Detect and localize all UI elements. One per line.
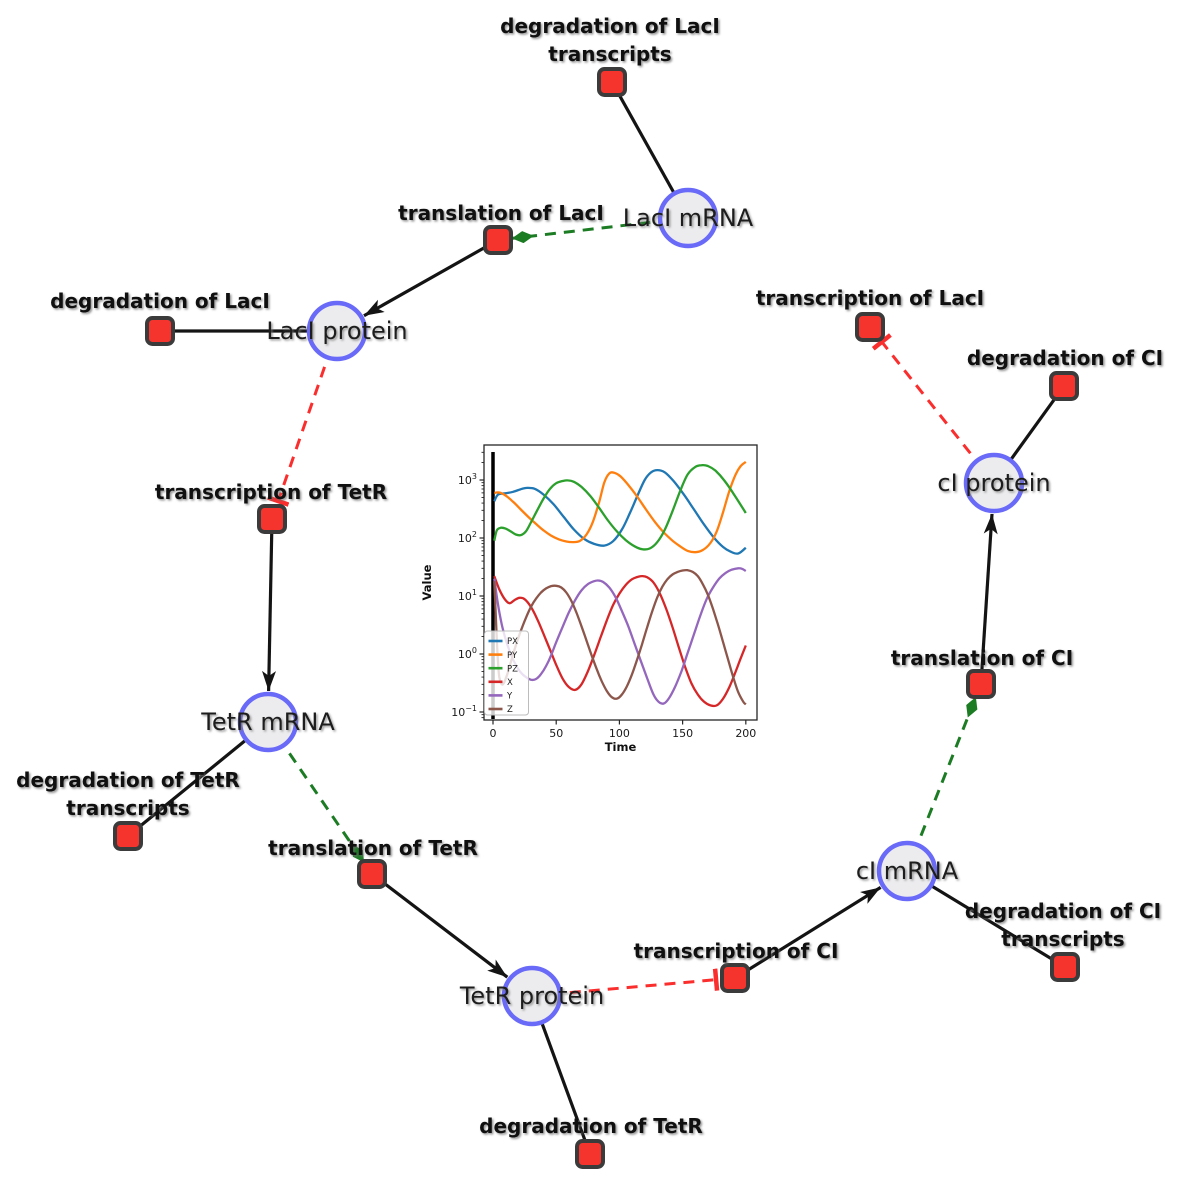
species-node-laci_mrna[interactable]	[657, 187, 719, 249]
inset-timecourse-chart: 0 50 100 150 20010−1100101102103TimeValuePXP…	[420, 444, 758, 754]
edge-product-transc_ci-ci_mrna	[734, 886, 882, 980]
edge-product-transl_ci-ci_protein	[979, 513, 998, 685]
chart-series-PY	[494, 460, 747, 554]
chart-y-tick-label: 103	[458, 472, 477, 487]
chart-x-tick-label: 200	[735, 727, 756, 740]
reaction-node-deg_laci[interactable]	[145, 316, 175, 346]
edge-product-transc_tetr-tetr_mrna	[262, 518, 277, 692]
chart-axes-box	[483, 444, 758, 721]
edge-modifier-ci_mrna-transl_ci	[905, 697, 978, 872]
reaction-node-deg_tetr[interactable]	[575, 1139, 605, 1169]
species-node-ci_mrna[interactable]	[876, 840, 938, 902]
legend-label-PZ: PZ	[507, 664, 518, 674]
legend-label-Z: Z	[507, 705, 513, 715]
reaction-node-transc_ci[interactable]	[720, 963, 750, 993]
chart-x-tick-label: 0	[490, 727, 497, 740]
edge-inhibition-tetr_protein-transc_ci	[531, 968, 720, 998]
reaction-node-transl_ci[interactable]	[966, 669, 996, 699]
reaction-node-deg_laci_tx[interactable]	[597, 67, 627, 97]
chart-y-tick-label: 101	[458, 588, 477, 603]
reaction-node-deg_ci[interactable]	[1049, 371, 1079, 401]
species-node-ci_protein[interactable]	[963, 452, 1025, 514]
species-node-tetr_mrna[interactable]	[237, 691, 299, 753]
species-node-tetr_protein[interactable]	[501, 965, 563, 1027]
reaction-node-transl_tetr[interactable]	[357, 859, 387, 889]
chart-ylabel: Value	[420, 564, 434, 600]
chart-x-tick-label: 50	[549, 727, 563, 740]
chart-x-tick-label: 150	[672, 727, 693, 740]
edge-product-transl_tetr-tetr_protein	[371, 872, 509, 979]
chart-x-tick-label: 100	[609, 727, 630, 740]
chart-series-PZ	[493, 463, 747, 551]
reaction-node-transc_tetr[interactable]	[257, 504, 287, 534]
node-layer	[113, 67, 1080, 1169]
legend-label-PX: PX	[507, 637, 518, 647]
reaction-node-transc_laci[interactable]	[855, 312, 885, 342]
edge-layer	[126, 81, 1066, 1155]
reaction-node-deg_ci_tx[interactable]	[1050, 952, 1080, 982]
chart-y-tick-label: 102	[458, 530, 477, 545]
species-node-laci_protein[interactable]	[306, 300, 368, 362]
chart-series-Z	[493, 568, 747, 706]
chart-series-PX	[493, 468, 747, 555]
edge-product-transl_laci-laci_protein	[363, 238, 499, 318]
legend-label-PY: PY	[507, 651, 518, 661]
legend-label-Y: Y	[506, 692, 513, 702]
edge-reactant-ci_mrna-deg_ci_tx	[906, 869, 1066, 969]
chart-series-Y	[493, 567, 747, 705]
chart-legend: PX PY PZ XYZ	[484, 630, 529, 716]
chart-y-tick-label: 100	[458, 646, 477, 661]
chart-xlabel: Time	[605, 740, 637, 754]
legend-label-X: X	[507, 678, 513, 688]
reaction-node-deg_tetr_tx[interactable]	[113, 821, 143, 851]
reaction-node-transl_laci[interactable]	[483, 225, 513, 255]
chart-y-tick-label: 10−1	[451, 704, 477, 719]
